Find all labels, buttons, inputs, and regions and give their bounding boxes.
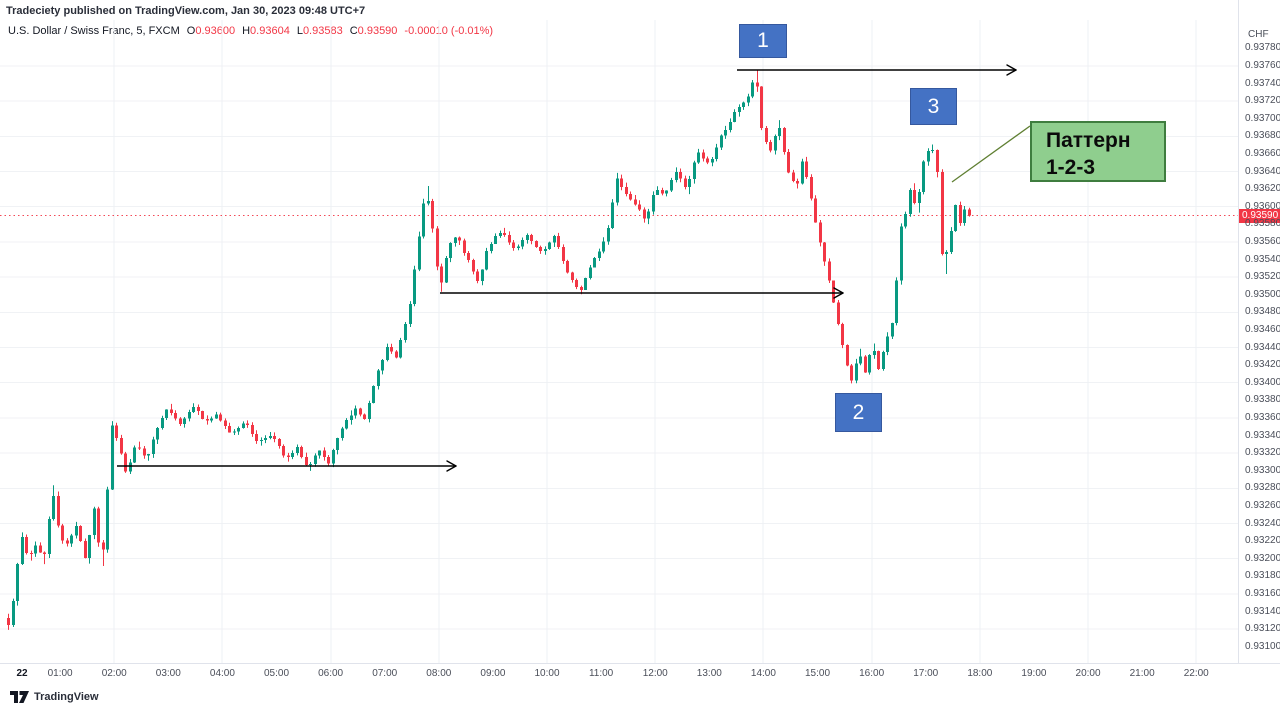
price-axis-label: 0.93700	[1245, 112, 1280, 124]
pattern-point-label-3[interactable]: 3	[910, 88, 957, 125]
last-price-label: 0.93590	[1239, 208, 1280, 223]
pattern-callout-box[interactable]: Паттерн 1-2-3	[1030, 121, 1166, 182]
callout-line-1: Паттерн	[1046, 129, 1131, 152]
price-axis-label: 0.93400	[1245, 376, 1280, 388]
price-axis-label: 0.93460	[1245, 323, 1280, 335]
time-axis-label: 12:00	[642, 668, 668, 679]
time-axis-label: 19:00	[1021, 668, 1047, 679]
time-axis-day-label: 22	[16, 668, 28, 679]
price-axis-label: 0.93580	[1245, 218, 1280, 230]
price-axis-label: 0.93220	[1245, 535, 1280, 547]
price-axis-label: 0.93180	[1245, 570, 1280, 582]
time-axis-label: 20:00	[1075, 668, 1101, 679]
price-axis-label: 0.93420	[1245, 359, 1280, 371]
ohlc-high: H0.93604	[242, 25, 290, 37]
price-axis-label: 0.93760	[1245, 59, 1280, 71]
price-axis-separator	[1238, 0, 1239, 663]
price-axis-label: 0.93240	[1245, 517, 1280, 529]
price-axis-label: 0.93620	[1245, 183, 1280, 195]
time-axis-label: 03:00	[155, 668, 181, 679]
callout-line-2: 1-2-3	[1046, 156, 1096, 179]
price-axis-label: 0.93600	[1245, 200, 1280, 212]
price-axis-label: 0.93160	[1245, 587, 1280, 599]
time-axis-label: 02:00	[101, 668, 127, 679]
pattern-point-label-2[interactable]: 2	[835, 393, 882, 432]
time-axis-label: 14:00	[750, 668, 776, 679]
price-axis-label: 0.93340	[1245, 429, 1280, 441]
tradingview-footer: TradingView	[10, 690, 99, 704]
symbol-info-bar: U.S. Dollar / Swiss Franc, 5, FXCM O0.936…	[8, 25, 500, 37]
price-axis-label: 0.93720	[1245, 95, 1280, 107]
time-axis-label: 07:00	[372, 668, 398, 679]
symbol-title[interactable]: U.S. Dollar / Swiss Franc, 5, FXCM	[8, 25, 180, 37]
price-axis-label: 0.93100	[1245, 640, 1280, 652]
price-axis-label: 0.93680	[1245, 130, 1280, 142]
price-axis-currency: CHF	[1248, 29, 1269, 40]
time-axis-separator	[0, 663, 1280, 664]
price-axis-label: 0.93500	[1245, 288, 1280, 300]
price-axis-label: 0.93480	[1245, 306, 1280, 318]
price-axis-label: 0.93640	[1245, 165, 1280, 177]
price-axis-label: 0.93200	[1245, 552, 1280, 564]
price-axis-label: 0.93280	[1245, 482, 1280, 494]
ohlc-change: -0.00010 (-0.01%)	[404, 25, 494, 37]
price-axis-label: 0.93440	[1245, 341, 1280, 353]
time-axis-label: 05:00	[263, 668, 290, 679]
price-axis-label: 0.93560	[1245, 235, 1280, 247]
attribution-text: Tradeciety published on TradingView.com,…	[6, 5, 366, 17]
time-axis-label: 11:00	[588, 668, 614, 679]
pattern-point-label-1[interactable]: 1	[739, 24, 787, 58]
tradingview-logo-icon[interactable]	[10, 690, 29, 704]
time-axis-label: 08:00	[426, 668, 452, 679]
price-axis-label: 0.93320	[1245, 447, 1280, 459]
time-axis-label: 17:00	[913, 668, 939, 679]
price-axis-label: 0.93300	[1245, 464, 1280, 476]
price-axis-label: 0.93380	[1245, 394, 1280, 406]
time-axis-label: 01:00	[47, 668, 73, 679]
time-axis-label: 13:00	[696, 668, 722, 679]
price-axis-label: 0.93360	[1245, 411, 1280, 423]
price-axis-label: 0.93120	[1245, 623, 1280, 635]
time-axis-label: 21:00	[1129, 668, 1155, 679]
time-axis-label: 22:00	[1183, 668, 1209, 679]
time-axis-label: 04:00	[209, 668, 235, 679]
ohlc-close: C0.93590	[349, 25, 398, 37]
price-axis-label: 0.93140	[1245, 605, 1280, 617]
price-axis-label: 0.93780	[1245, 42, 1280, 54]
price-axis-label: 0.93520	[1245, 271, 1280, 283]
ohlc-open: O0.93600	[186, 25, 236, 37]
price-axis-label: 0.93260	[1245, 499, 1280, 511]
time-axis-label: 06:00	[318, 668, 344, 679]
price-axis-label: 0.93660	[1245, 147, 1280, 159]
time-axis-label: 16:00	[859, 668, 885, 679]
price-axis-label: 0.93740	[1245, 77, 1280, 89]
ohlc-low: L0.93583	[296, 25, 343, 37]
time-axis-label: 09:00	[480, 668, 506, 679]
tradingview-brand-text[interactable]: TradingView	[34, 691, 99, 703]
time-axis-label: 10:00	[534, 668, 560, 679]
price-axis-label: 0.93540	[1245, 253, 1280, 265]
time-axis-label: 15:00	[805, 668, 831, 679]
time-axis-label: 18:00	[967, 668, 993, 679]
